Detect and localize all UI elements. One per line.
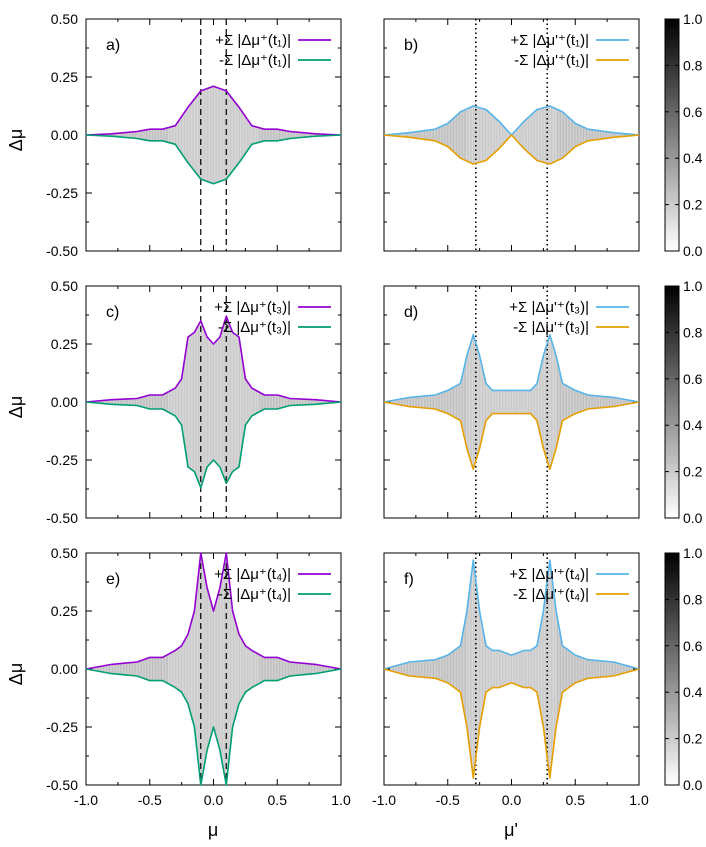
legend-entry: +Σ |Δμ'⁺(t₃)|	[509, 299, 589, 316]
density-hatch	[106, 86, 320, 184]
lower-envelope-line	[383, 134, 640, 165]
panel-label: b)	[404, 37, 418, 54]
colorbar-tick-label: 0.6	[683, 371, 703, 387]
x-tick-label: 1.0	[629, 792, 649, 808]
colorbar-tick-label: 0.4	[683, 417, 703, 433]
colorbar	[664, 18, 680, 252]
y-tick-label: 0.25	[51, 603, 78, 619]
colorbar-tick-label: 1.0	[683, 278, 703, 294]
density-cloud	[86, 86, 341, 184]
x-tick-label: -1.0	[74, 792, 98, 808]
y-tick-label: 0.50	[51, 11, 78, 27]
x-tick-label: 0.5	[566, 792, 586, 808]
panel-c: -0.50 -0.25 0.00 0.25 0.50 c) +Σ |Δμ⁺(t₃)| -Σ |…	[6, 278, 342, 526]
lower-envelope-line	[85, 134, 342, 185]
colorbar-tick-label: 0.8	[683, 324, 703, 340]
colorbar-tick-label: 0.8	[683, 57, 703, 73]
y-tick-label: 0.25	[51, 69, 78, 85]
y-tick-label: 0.00	[51, 661, 78, 677]
panel-d: d) +Σ |Δμ'⁺(t₃)| -Σ |Δμ'⁺(t₃)| 0.0 0.2 0.4 0.6…	[383, 278, 703, 526]
panel-a: -0.50 -0.25 0.00 0.25 0.50 a) +Σ |Δμ⁺(t₁)| -Σ |…	[6, 11, 342, 259]
x-tick-label: 0.5	[268, 792, 288, 808]
panel-label: f)	[404, 571, 414, 588]
y-axis-label: Δμ	[6, 129, 26, 151]
y-tick-label: 0.25	[51, 336, 78, 352]
colorbar-tick-label: 0.0	[683, 777, 703, 793]
colorbar-tick-label: 0.2	[683, 464, 703, 480]
x-tick-label: -0.5	[436, 792, 460, 808]
x-tick-label: 0.0	[502, 792, 522, 808]
upper-envelope-line	[383, 333, 640, 403]
colorbar-tick-label: 1.0	[683, 11, 703, 27]
colorbar	[664, 285, 680, 519]
panel-label: d)	[404, 304, 418, 321]
legend-entry: -Σ |Δμ'⁺(t₄)|	[513, 586, 589, 603]
colorbar-tick-label: 0.4	[683, 684, 703, 700]
upper-envelope-line	[383, 105, 640, 136]
y-tick-label: 0.00	[51, 394, 78, 410]
density-hatch	[394, 106, 629, 164]
density-cloud	[384, 334, 639, 470]
panel-f: -1.0 -0.5 0.0 0.5 1.0 f) +Σ |Δμ'⁺(t₄)| -Σ |Δμ'⁺…	[372, 545, 703, 808]
legend-entry: +Σ |Δμ⁺(t₁)|	[215, 32, 291, 49]
x-axis-label-right: μ'	[504, 820, 518, 840]
x-tick-label: 0.0	[204, 792, 224, 808]
y-tick-label: -0.25	[46, 719, 78, 735]
y-axis-label: Δμ	[6, 663, 26, 685]
x-tick-label: -0.5	[138, 792, 162, 808]
density-hatch	[388, 335, 633, 469]
panel-e: -1.0 -0.5 0.0 0.5 1.0 -0.50 -0.25 0.00 0.25 0.50 e…	[6, 545, 351, 808]
lower-envelope-line	[383, 668, 640, 779]
legend-entry: -Σ |Δμ'⁺(t₃)|	[513, 319, 589, 336]
y-tick-label: 0.50	[51, 545, 78, 561]
y-tick-label: 0.00	[51, 127, 78, 143]
legend-entry: -Σ |Δμ⁺(t₃)|	[218, 319, 291, 336]
y-tick-label: -0.50	[46, 777, 78, 793]
legend-entry: +Σ |Δμ⁺(t₃)|	[214, 299, 291, 316]
upper-envelope-line	[85, 552, 342, 670]
y-tick-label: -0.50	[46, 510, 78, 526]
colorbar-tick-label: 0.2	[683, 731, 703, 747]
lower-envelope-line	[85, 401, 342, 489]
panel-label: e)	[106, 571, 120, 588]
colorbar-tick-label: 0.6	[683, 638, 703, 654]
density-cloud	[384, 560, 639, 778]
colorbar-tick-label: 0.2	[683, 197, 703, 213]
colorbar	[664, 552, 680, 786]
y-tick-label: -0.25	[46, 452, 78, 468]
y-tick-label: 0.50	[51, 278, 78, 294]
legend-entry: +Σ |Δμ'⁺(t₄)|	[509, 566, 589, 583]
colorbar-tick-label: 1.0	[683, 545, 703, 561]
colorbar-tick-label: 0.6	[683, 104, 703, 120]
lower-envelope-line	[85, 668, 342, 786]
colorbar-tick-label: 0.8	[683, 591, 703, 607]
x-tick-label: -1.0	[372, 792, 396, 808]
legend-entry: -Σ |Δμ⁺(t₄)|	[218, 586, 291, 603]
legend-entry: +Σ |Δμ⁺(t₄)|	[214, 566, 291, 583]
upper-envelope-line	[85, 315, 342, 403]
lower-envelope-line	[383, 401, 640, 471]
colorbar-tick-label: 0.0	[683, 243, 703, 259]
y-axis-label: Δμ	[6, 396, 26, 418]
x-axis-label-left: μ	[208, 820, 218, 840]
colorbar-tick-label: 0.4	[683, 150, 703, 166]
panel-b: b) +Σ |Δμ'⁺(t₁)| -Σ |Δμ'⁺(t₁)| 0.0 0.2 0.4 0.6…	[383, 11, 703, 259]
legend-entry: -Σ |Δμ'⁺(t₁)|	[514, 52, 589, 69]
panel-label: a)	[106, 37, 120, 54]
panel-label: c)	[106, 304, 119, 321]
legend-entry: +Σ |Δμ'⁺(t₁)|	[510, 32, 589, 49]
legend-entry: -Σ |Δμ⁺(t₁)|	[219, 52, 291, 69]
colorbar-tick-label: 0.0	[683, 510, 703, 526]
density-cloud	[86, 553, 341, 785]
density-cloud	[86, 316, 341, 488]
density-hatch	[387, 561, 636, 777]
upper-envelope-line	[383, 559, 640, 670]
y-tick-label: -0.50	[46, 243, 78, 259]
upper-envelope-line	[85, 85, 342, 136]
x-tick-label: 1.0	[331, 792, 351, 808]
y-tick-label: -0.25	[46, 185, 78, 201]
density-hatch	[96, 317, 331, 486]
